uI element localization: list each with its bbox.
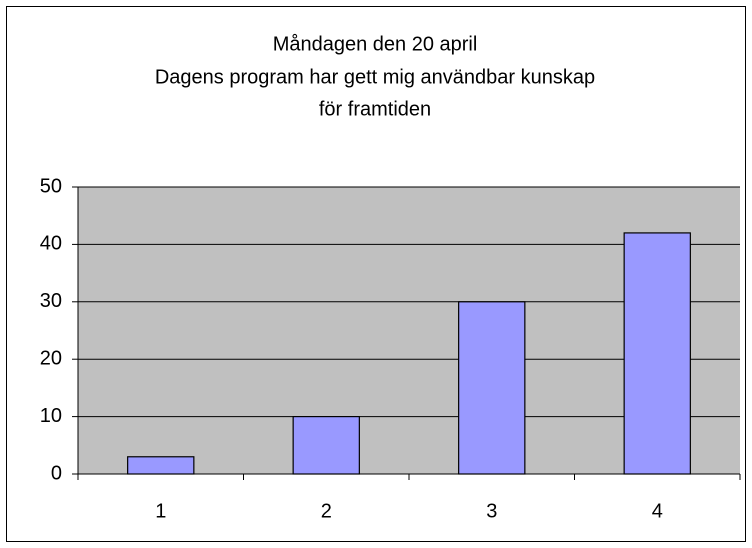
y-tick-label: 40	[40, 233, 62, 255]
x-tick-label: 2	[321, 500, 332, 522]
bar	[127, 456, 195, 475]
chart-title: Dagens program har gett mig användbar ku…	[155, 66, 595, 88]
x-tick-label: 1	[155, 500, 166, 522]
y-tick-label: 20	[40, 347, 62, 369]
x-tick-label: 3	[486, 500, 497, 522]
bar	[458, 301, 526, 475]
chart-title: för framtiden	[319, 98, 431, 120]
y-tick-label: 10	[40, 405, 62, 427]
y-tick-label: 30	[40, 290, 62, 312]
bar	[292, 416, 360, 475]
y-tick-label: 50	[40, 175, 62, 197]
x-tick-label: 4	[652, 500, 663, 522]
chart-title: Måndagen den 20 april	[273, 33, 478, 55]
bar	[623, 232, 691, 475]
y-tick-label: 0	[51, 462, 62, 484]
